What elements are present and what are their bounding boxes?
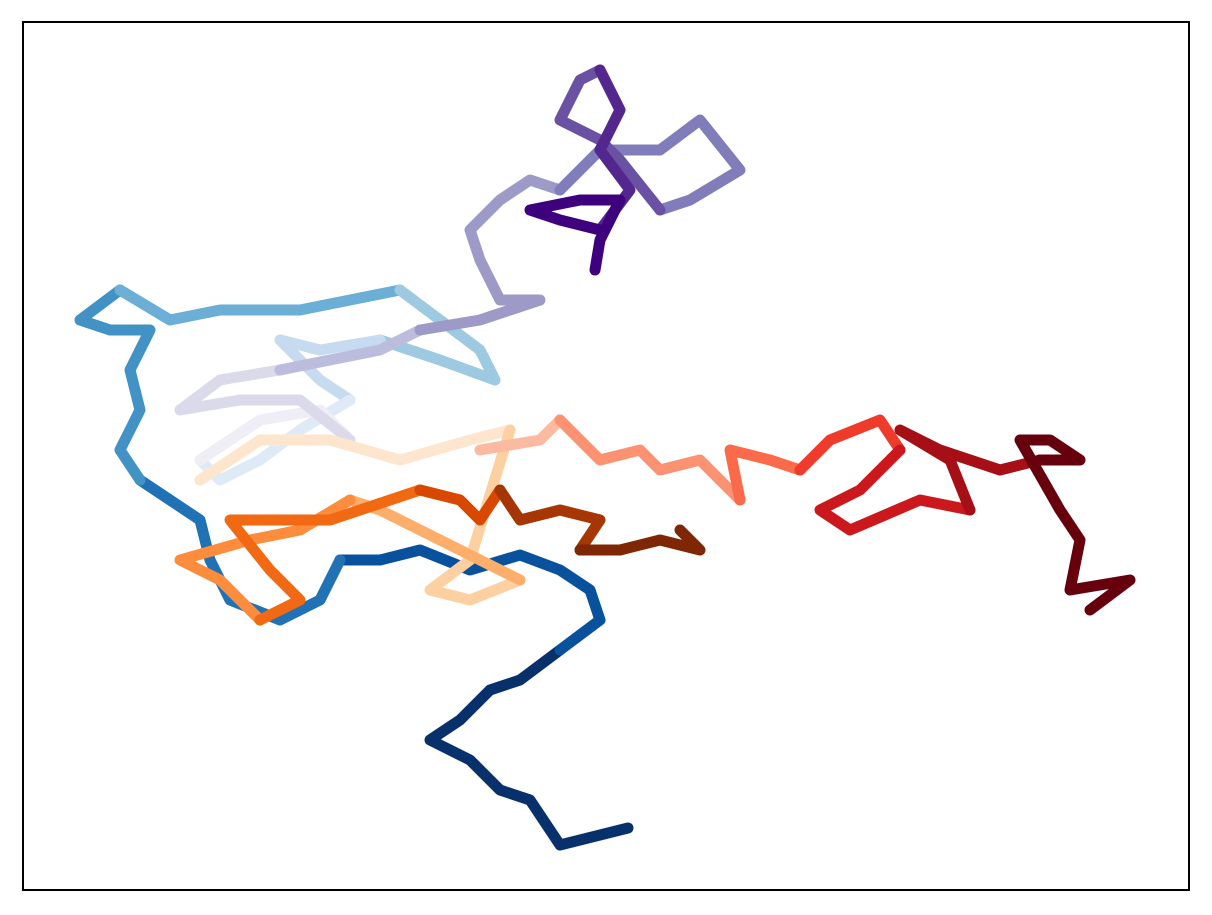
walk-segment — [424, 644, 634, 851]
walk-segment — [174, 364, 356, 446]
walk-segment — [344, 494, 526, 586]
walk-segment — [114, 284, 406, 326]
walk-segment — [224, 484, 426, 626]
walk-segment — [574, 524, 706, 556]
walk-segment — [814, 444, 976, 536]
walk-segment — [724, 444, 806, 506]
walk-segment — [524, 194, 626, 276]
walk-segment — [334, 544, 606, 656]
plot-area — [74, 64, 1136, 851]
walk-segment — [274, 334, 386, 406]
walk-segment — [894, 424, 1046, 516]
walk-segment — [474, 414, 566, 456]
walk-segment — [74, 284, 156, 486]
walk-segment — [194, 424, 516, 486]
walk-segment — [414, 484, 506, 526]
axes-frame — [22, 21, 1190, 891]
walk-segment — [414, 174, 566, 336]
walk-segment — [274, 324, 426, 376]
walk-segment — [794, 414, 906, 476]
walk-segment — [494, 484, 606, 556]
walk-segment — [1014, 434, 1136, 616]
walk-segment — [554, 64, 666, 216]
walk-segment — [554, 414, 746, 506]
walk-segment — [374, 284, 501, 386]
